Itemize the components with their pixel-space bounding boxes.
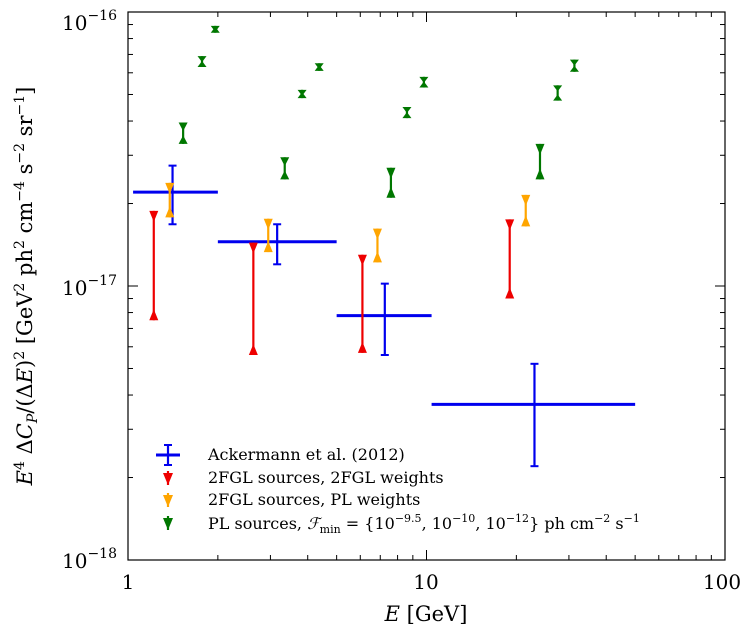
data-point-lower-arrow [386, 186, 396, 198]
data-point-lower-arrow [569, 65, 579, 72]
data-point-lower-arrow [297, 92, 307, 99]
data-point-upper-arrow [263, 218, 273, 230]
legend-marker-ackermann [156, 444, 180, 466]
series-0 [133, 164, 636, 468]
x-tick-label: 10 [413, 570, 438, 594]
data-point-lower-arrow [357, 341, 367, 353]
series-3 [178, 25, 579, 198]
data-point-upper-arrow [372, 228, 382, 240]
legend-label-pl-sources: PL sources, ℱmin = {10−9.5, 10−10, 10−12… [208, 512, 640, 536]
legend-marker-pl-sources [163, 516, 173, 530]
data-point-upper-arrow [419, 76, 429, 83]
data-point-lower-arrow [178, 135, 188, 144]
data-point-upper-arrow [197, 56, 207, 63]
data-point-upper-arrow [248, 242, 258, 254]
data-point-lower-arrow [419, 81, 429, 88]
y-tick-label: 10−16 [62, 8, 117, 35]
data-point-lower-arrow [372, 251, 382, 263]
y-tick-label: 10−18 [62, 546, 117, 573]
data-point-upper-arrow [178, 122, 188, 132]
series-1 [149, 210, 515, 355]
data-point-lower-arrow [521, 215, 531, 227]
y-tick-label: 10−17 [62, 273, 117, 300]
data-point-lower-arrow [149, 309, 159, 321]
data-marks [133, 25, 636, 468]
x-axis-title: E [GeV] [384, 602, 468, 626]
data-point-upper-arrow [165, 182, 175, 194]
plot-frame [127, 11, 726, 561]
series-2 [165, 182, 531, 263]
data-point-upper-arrow [535, 143, 545, 155]
axis-ticks [127, 12, 725, 561]
data-point-upper-arrow [521, 194, 531, 206]
data-point-lower-arrow [165, 206, 175, 218]
data-point-lower-arrow [535, 168, 545, 180]
y-axis-title: E4 ΔCP/(ΔE)2 [GeV2 ph2 cm−4 s−2 sr−1] [12, 87, 41, 487]
x-tick-label: 1 [122, 570, 135, 594]
legend-label-2fgl-2fgl: 2FGL sources, 2FGL weights [208, 468, 444, 487]
legend-label-ackermann: Ackermann et al. (2012) [207, 445, 405, 464]
data-point-lower-arrow [248, 343, 258, 355]
data-point-lower-arrow [505, 287, 515, 299]
data-point-upper-arrow [149, 210, 159, 222]
legend-label-2fgl-pl: 2FGL sources, PL weights [208, 490, 420, 509]
data-point-upper-arrow [357, 254, 367, 266]
data-point-lower-arrow [553, 94, 563, 101]
data-point-upper-arrow [553, 85, 563, 92]
data-point-upper-arrow [569, 59, 579, 66]
data-point-lower-arrow [314, 64, 324, 71]
data-point-lower-arrow [210, 26, 220, 33]
data-point-upper-arrow [386, 167, 396, 179]
legend-marker-2fgl-pl [163, 493, 173, 507]
data-point-upper-arrow [280, 157, 290, 167]
legend-marker-2fgl-2fgl [163, 471, 173, 485]
data-point-upper-arrow [402, 107, 412, 114]
legend: Ackermann et al. (2012) 2FGL sources, 2F… [156, 444, 640, 536]
data-point-upper-arrow [505, 219, 515, 231]
data-point-lower-arrow [402, 112, 412, 119]
x-tick-label: 100 [703, 570, 741, 594]
data-point-lower-arrow [197, 60, 207, 67]
data-point-lower-arrow [280, 170, 290, 180]
data-point-lower-arrow [263, 241, 273, 253]
